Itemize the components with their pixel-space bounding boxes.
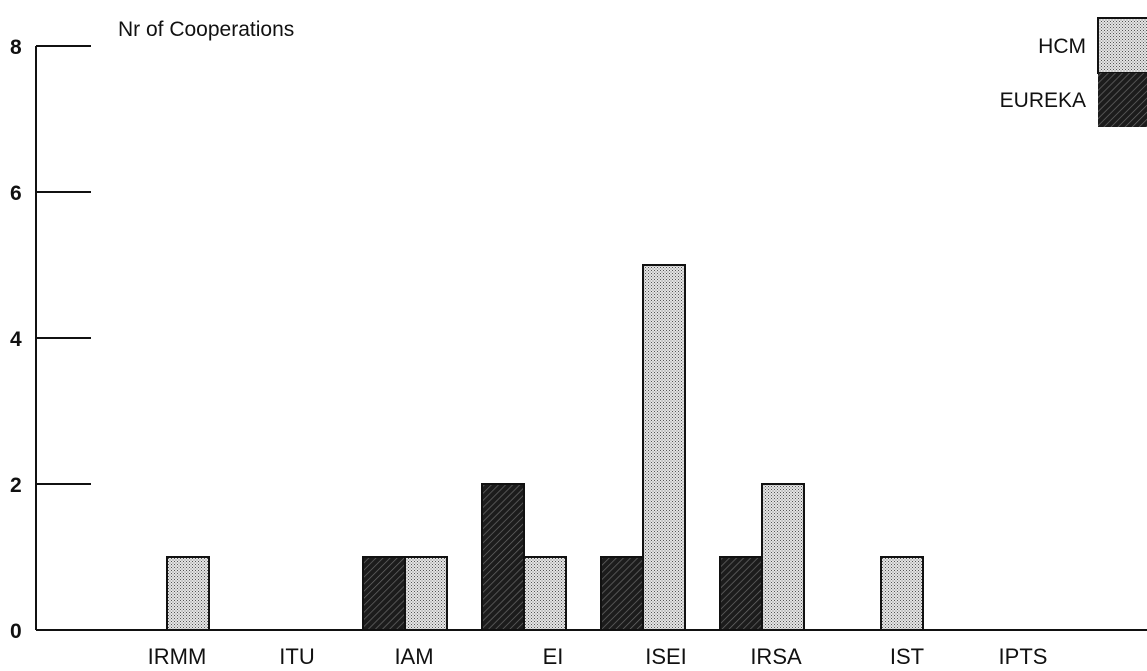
x-tick-label-irmm: IRMM <box>148 644 207 669</box>
legend-swatch-hcm <box>1097 17 1147 74</box>
bar-hcm-iam <box>404 556 448 631</box>
bar-hcm-isei <box>642 264 686 631</box>
x-tick-label-ipts: IPTS <box>999 644 1048 669</box>
bar-eureka-iam <box>362 556 406 631</box>
bar-eureka-irsa <box>719 556 763 631</box>
bar-hcm-ist <box>880 556 924 631</box>
legend-swatch-eureka <box>1098 73 1147 127</box>
y-tick-label-4: 4 <box>10 328 22 351</box>
bars <box>166 264 924 631</box>
x-tick-label-itu: ITU <box>279 644 314 669</box>
x-tick-label-irsa: IRSA <box>750 644 802 669</box>
legend: HCM EUREKA <box>1000 17 1147 127</box>
y-ticks: 0 2 4 6 8 <box>10 36 91 643</box>
bar-eureka-ei <box>481 483 525 631</box>
x-tick-labels: IRMM ITU IAM EI ISEI IRSA IST IPTS <box>148 644 1048 669</box>
bar-eureka-isei <box>600 556 644 631</box>
y-tick-label-2: 2 <box>10 474 22 497</box>
y-tick-label-6: 6 <box>10 182 22 205</box>
bar-hcm-irsa <box>761 483 805 631</box>
legend-label-hcm: HCM <box>1038 35 1086 58</box>
x-tick-label-iam: IAM <box>394 644 433 669</box>
x-tick-label-ist: IST <box>890 644 924 669</box>
y-tick-label-8: 8 <box>10 36 22 59</box>
y-tick-label-0: 0 <box>10 620 22 643</box>
bar-hcm-ei <box>523 556 567 631</box>
y-axis-label: Nr of Cooperations <box>118 18 294 41</box>
x-tick-label-ei: EI <box>543 644 564 669</box>
legend-label-eureka: EUREKA <box>1000 89 1086 112</box>
x-tick-label-isei: ISEI <box>645 644 687 669</box>
bar-hcm-irmm <box>166 556 210 631</box>
